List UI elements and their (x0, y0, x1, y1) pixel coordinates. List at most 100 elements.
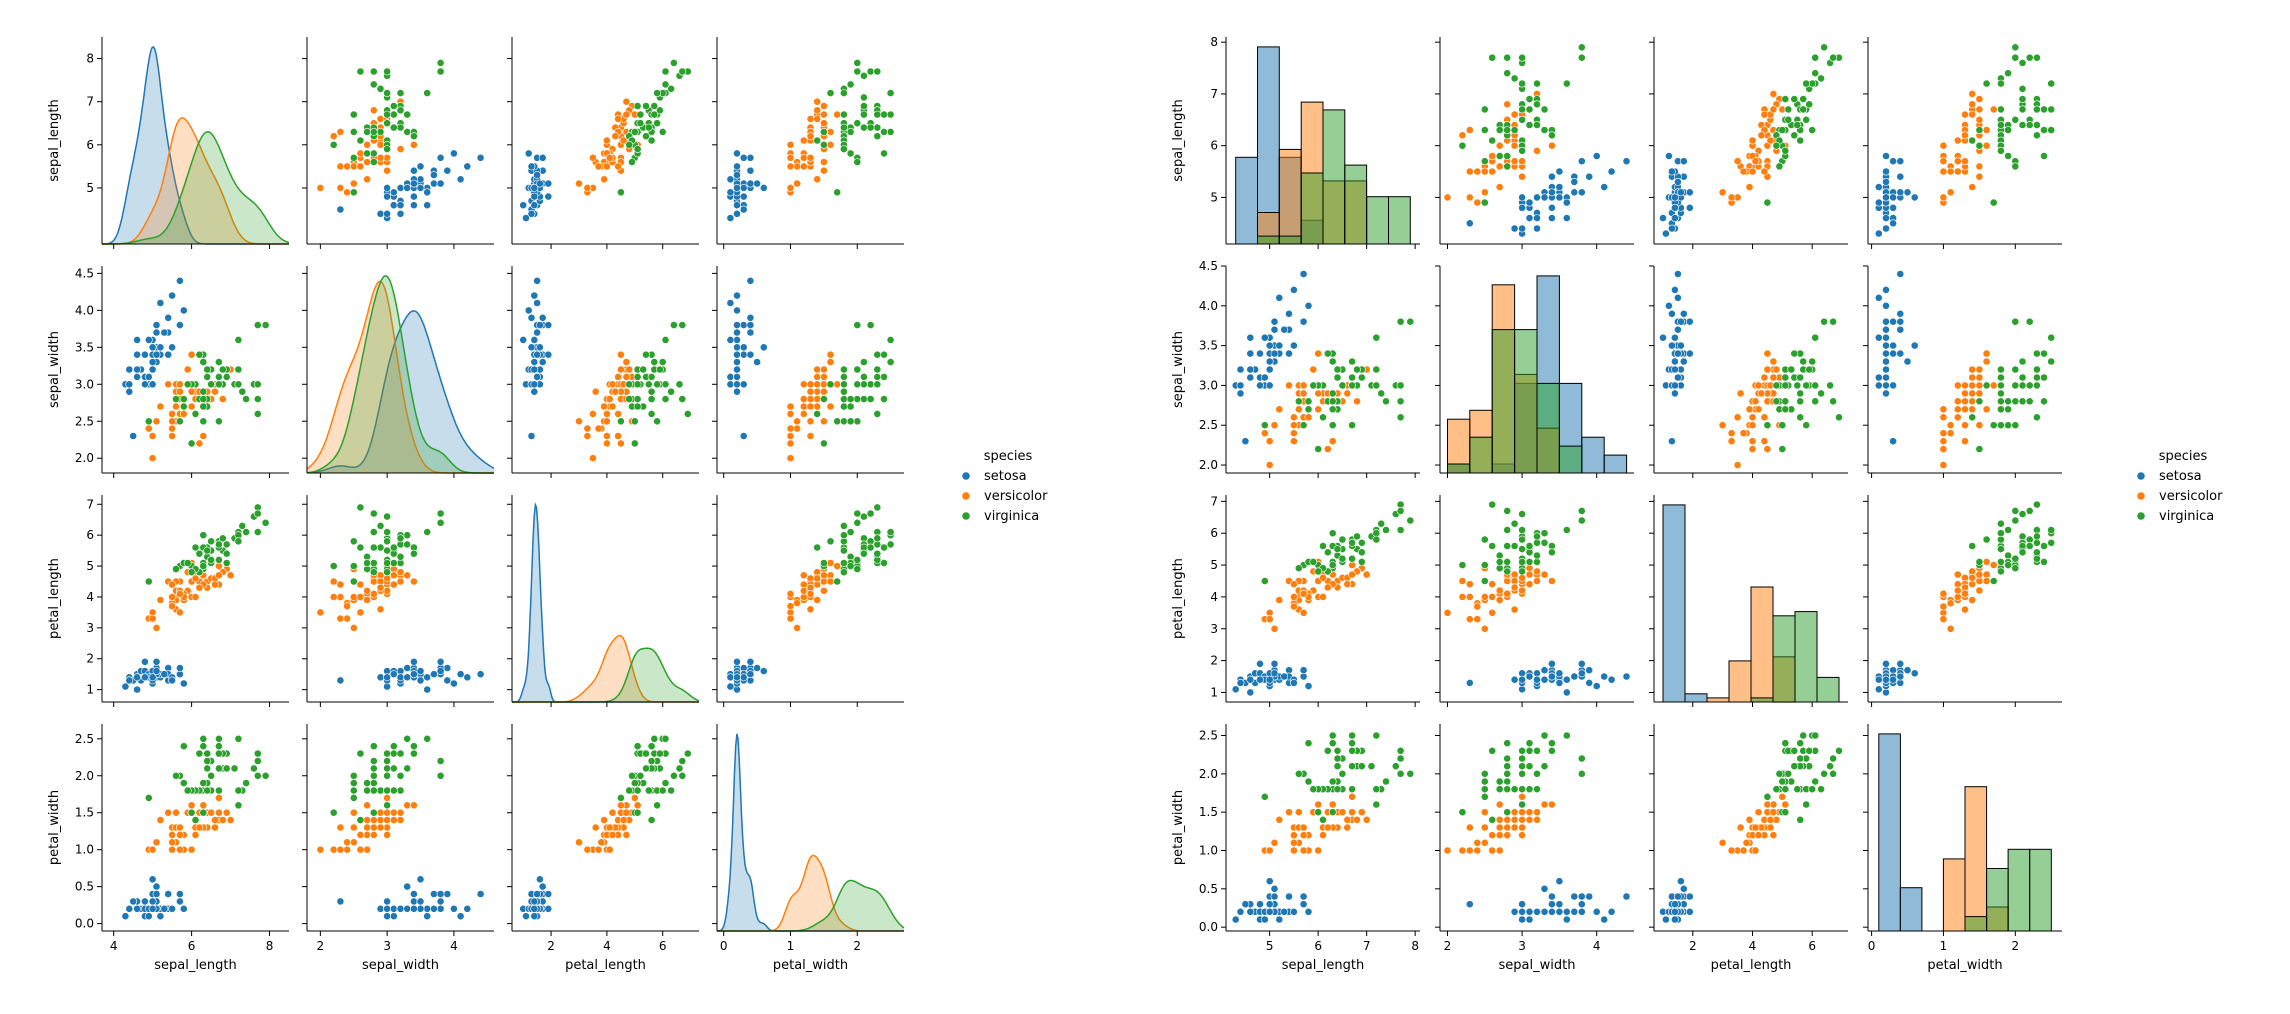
scatter-point-setosa (129, 432, 138, 440)
scatter-point-setosa (726, 335, 735, 344)
scatter-point-setosa (416, 904, 425, 913)
scatter-point-setosa (1889, 675, 1897, 684)
scatter-point-versicolor (1518, 157, 1526, 166)
scatter-point-versicolor (1982, 349, 1991, 358)
scatter-point-virginica (1480, 792, 1489, 801)
scatter-point-setosa (164, 313, 173, 322)
scatter-point-virginica (1820, 43, 1828, 52)
scatter-point-versicolor (329, 132, 338, 141)
scatter-point-versicolor (1961, 389, 1969, 398)
scatter-point-versicolor (813, 365, 822, 374)
scatter-point-virginica (1793, 785, 1802, 794)
scatter-point-setosa (1518, 915, 1526, 924)
scatter-point-versicolor (1748, 136, 1757, 145)
scatter-point-versicolor (1939, 602, 1948, 611)
scatter-point-setosa (140, 380, 149, 389)
scatter-point-setosa (1622, 157, 1631, 166)
scatter-point-virginica (1781, 381, 1790, 390)
scatter-point-versicolor (583, 432, 592, 440)
scatter-point-virginica (873, 123, 882, 132)
x-axis-label: petal_width (773, 958, 848, 973)
scatter-point-versicolor (1510, 583, 1519, 592)
x-tick-label: 2 (853, 939, 861, 953)
scatter-point-virginica (207, 771, 215, 780)
scatter-point-virginica (179, 395, 188, 403)
scatter-point-setosa (436, 667, 445, 675)
scatter-point-virginica (383, 771, 391, 780)
y-tick-label: 2 (86, 652, 94, 666)
scatter-point-setosa (1290, 285, 1298, 294)
scatter-point-virginica (1525, 785, 1534, 794)
scatter-point-setosa (1562, 907, 1571, 916)
scatter-point-virginica (820, 439, 828, 448)
scatter-point-versicolor (1766, 136, 1775, 145)
scatter-point-versicolor (1518, 808, 1526, 817)
scatter-point-versicolor (1989, 381, 1998, 390)
scatter-point-virginica (1518, 510, 1526, 518)
scatter-point-versicolor (1465, 193, 1474, 202)
scatter-point-versicolor (820, 571, 828, 580)
scatter-point-setosa (148, 358, 157, 366)
scatter-point-versicolor (1314, 389, 1323, 398)
scatter-point-versicolor (343, 614, 351, 623)
scatter-point-setosa (1882, 301, 1890, 310)
subplot-petal_width-vs-sepal_length: 5 6 7 80.00.51.01.52.02.5sepal_lengthpetal_… (1171, 724, 1420, 973)
scatter-point-virginica (1772, 141, 1781, 150)
scatter-point-setosa (1671, 193, 1679, 202)
scatter-point-setosa (1659, 214, 1667, 222)
scatter-point-versicolor (1961, 110, 1969, 119)
scatter-point-setosa (403, 183, 412, 192)
scatter-point-versicolor (622, 808, 631, 817)
scatter-point-versicolor (1939, 167, 1948, 176)
scatter-point-versicolor (1473, 838, 1482, 847)
y-tick-label: 2.5 (75, 414, 94, 428)
scatter-point-setosa (544, 192, 553, 201)
scatter-point-versicolor (329, 845, 338, 854)
scatter-point-versicolor (376, 605, 385, 614)
scatter-point-virginica (253, 409, 262, 418)
scatter-point-versicolor (396, 145, 405, 153)
scatter-point-virginica (349, 779, 358, 787)
scatter-point-virginica (1382, 526, 1390, 534)
subplot-sepal_length-vs-petal_length (507, 37, 699, 249)
y-tick-label: 3.0 (75, 377, 94, 391)
scatter-point-versicolor (168, 417, 176, 426)
scatter-point-setosa (1299, 900, 1308, 909)
legend-entry-setosa: setosa (984, 469, 1027, 484)
legend-title: species (984, 449, 1033, 464)
scatter-point-virginica (2018, 105, 2027, 114)
scatter-point-versicolor (336, 614, 345, 623)
scatter-point-versicolor (1328, 437, 1337, 446)
scatter-point-setosa (125, 904, 134, 913)
scatter-point-virginica (1781, 373, 1790, 382)
scatter-point-setosa (1236, 381, 1245, 390)
scatter-point-versicolor (1480, 188, 1489, 197)
scatter-point-virginica (222, 764, 231, 773)
scatter-point-virginica (2033, 500, 2041, 509)
scatter-point-virginica (1548, 131, 1556, 140)
scatter-point-virginica (253, 321, 262, 329)
scatter-point-virginica (853, 565, 862, 573)
scatter-point-virginica (1480, 105, 1489, 114)
scatter-point-setosa (1270, 892, 1279, 901)
scatter-point-versicolor (1299, 381, 1308, 390)
scatter-point-virginica (1377, 389, 1386, 398)
x-tick-label: 2 (1444, 939, 1452, 953)
scatter-point-virginica (628, 158, 636, 166)
scatter-point-virginica (840, 417, 848, 426)
scatter-point-setosa (1518, 203, 1526, 212)
scatter-point-versicolor (793, 599, 801, 607)
scatter-point-setosa (1674, 349, 1682, 358)
scatter-point-versicolor (376, 115, 385, 123)
scatter-point-setosa (1668, 224, 1676, 233)
scatter-point-virginica (1811, 381, 1820, 390)
scatter-point-setosa (1510, 675, 1519, 684)
scatter-point-virginica (1799, 95, 1808, 103)
scatter-point-setosa (739, 350, 748, 359)
scatter-point-virginica (234, 537, 243, 546)
scatter-point-setosa (463, 904, 472, 913)
y-tick-label: 3.5 (1199, 339, 1218, 353)
scatter-point-virginica (1975, 126, 1984, 135)
scatter-point-versicolor (1458, 577, 1467, 585)
scatter-point-virginica (363, 779, 371, 787)
